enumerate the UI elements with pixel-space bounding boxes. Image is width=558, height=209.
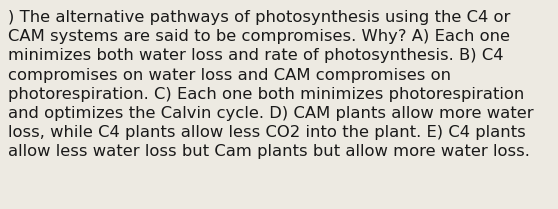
Text: ) The alternative pathways of photosynthesis using the C4 or
CAM systems are sai: ) The alternative pathways of photosynth… (8, 10, 533, 159)
